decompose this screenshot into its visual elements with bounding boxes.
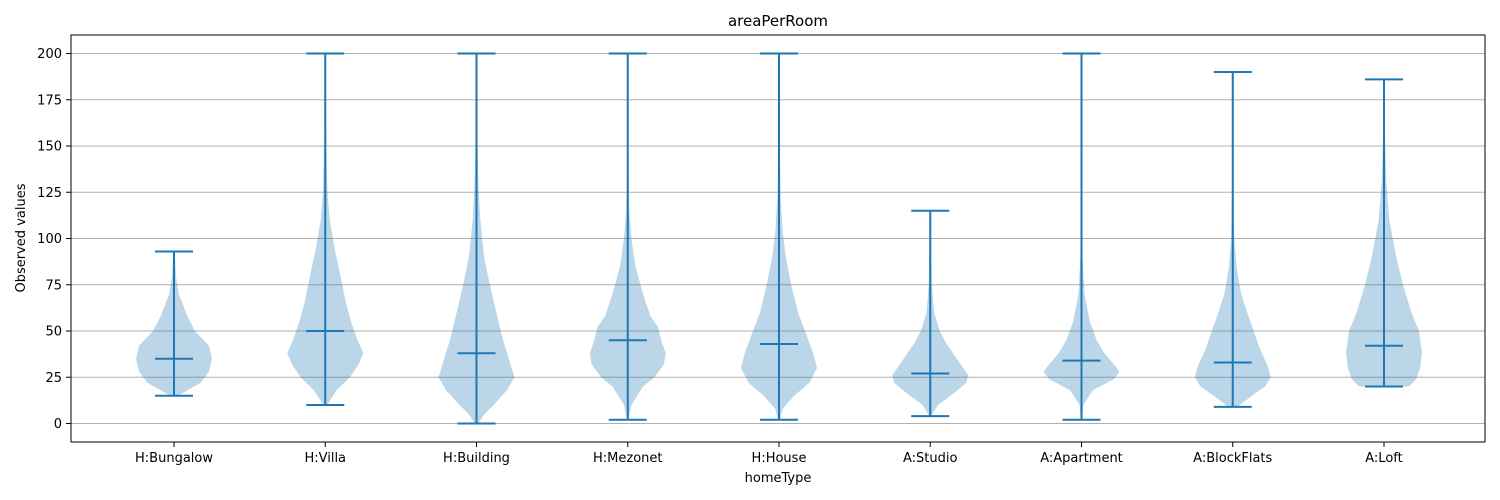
y-tick-label: 75 <box>45 278 62 293</box>
x-tick-label: H:Building <box>443 451 510 466</box>
x-axis-label: homeType <box>745 471 812 486</box>
x-tick-label: A:Loft <box>1365 451 1402 466</box>
violin-h-building <box>438 52 515 425</box>
y-tick-label: 25 <box>45 371 62 386</box>
y-tick-label: 125 <box>37 186 62 201</box>
x-axis-ticks: H:Bungalow H:Villa H:Building H:Mezonet H:Ho… <box>135 442 1403 466</box>
y-tick-label: 100 <box>37 232 62 247</box>
x-tick-label: H:Mezonet <box>593 451 662 466</box>
x-tick-label: H:Bungalow <box>135 451 213 466</box>
x-tick-label: A:BlockFlats <box>1193 451 1272 466</box>
chart-title: areaPerRoom <box>728 12 828 30</box>
y-tick-label: 175 <box>37 93 62 108</box>
violin-h-mezonet <box>589 52 666 421</box>
x-tick-label: A:Studio <box>903 451 957 466</box>
violin-h-house <box>741 52 817 421</box>
x-tick-label: H:House <box>752 451 807 466</box>
violin-plot-area <box>136 52 1422 425</box>
violin-a-blockflats <box>1194 71 1271 408</box>
y-tick-label: 50 <box>45 325 62 340</box>
y-axis-label: Observed values <box>14 183 29 292</box>
y-tick-label: 150 <box>37 140 62 155</box>
violin-a-loft <box>1346 78 1422 388</box>
x-tick-label: H:Villa <box>304 451 346 466</box>
violin-h-bungalow <box>136 250 212 397</box>
y-tick-label: 0 <box>54 417 62 432</box>
violin-h-villa <box>287 52 364 406</box>
y-axis-ticks: 0 25 50 75 100 125 150 175 200 <box>37 47 71 432</box>
x-tick-label: A:Apartment <box>1040 451 1123 466</box>
y-tick-label: 200 <box>37 47 62 62</box>
violin-a-studio <box>892 209 969 418</box>
violin-a-apartment <box>1043 52 1120 421</box>
